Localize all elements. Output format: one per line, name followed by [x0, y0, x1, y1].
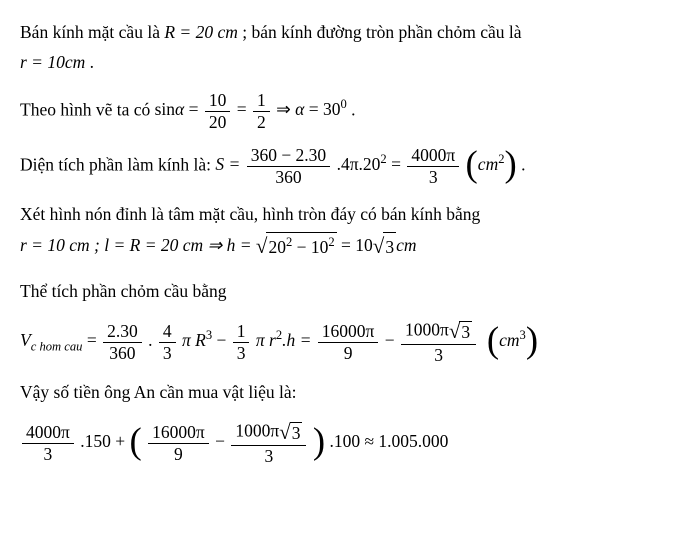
- paragraph-2: Theo hình vẽ ta có sinα = 10 20 = 1 2 ⇒ …: [20, 90, 657, 133]
- math-R: R = 20 cm: [164, 22, 238, 42]
- text: Vậy số tiền ông An cần mua vật liệu là:: [20, 382, 297, 402]
- math-S: S = 360 − 2.30 360 .4π.202 = 4000π 3 (cm…: [215, 154, 521, 174]
- fraction: 2.30 360: [103, 321, 142, 364]
- sqrt: √3: [373, 229, 396, 265]
- paragraph-5: Thể tích phần chỏm cầu bằng: [20, 277, 657, 307]
- paragraph-3: Diện tích phần làm kính là: S = 360 − 2.…: [20, 145, 657, 188]
- fraction: 1 2: [253, 90, 270, 133]
- fraction: 16000π 9: [148, 422, 209, 465]
- fraction: 1 3: [233, 321, 250, 364]
- fraction: 4000π 3: [22, 422, 74, 465]
- math-sin: sinα = 10 20 = 1 2 ⇒ α = 300: [155, 99, 352, 119]
- text: Xét hình nón đỉnh là tâm mặt cầu, hình t…: [20, 204, 480, 224]
- math-r: r = 10cm: [20, 52, 85, 72]
- fraction: 10 20: [205, 90, 231, 133]
- fraction: 1000π√3 3: [401, 319, 476, 366]
- text: Theo hình vẽ ta có: [20, 99, 155, 119]
- paragraph-6: Vc hom cau = 2.30 360 . 4 3 π R3 − 1 3 π…: [20, 319, 657, 366]
- paragraph-7: Vậy số tiền ông An cần mua vật liệu là:: [20, 378, 657, 408]
- fraction: 16000π 9: [318, 321, 379, 364]
- text: .: [521, 154, 525, 174]
- fraction: 4 3: [159, 321, 176, 364]
- math-V: Vc hom cau = 2.30 360 . 4 3 π R3 − 1 3 π…: [20, 330, 538, 350]
- paragraph-4: Xét hình nón đỉnh là tâm mặt cầu, hình t…: [20, 200, 657, 265]
- text: ; bán kính đường tròn phần chỏm cầu là: [242, 22, 521, 42]
- text: Thể tích phần chỏm cầu bằng: [20, 281, 227, 301]
- text: Diện tích phần làm kính là:: [20, 154, 215, 174]
- text: .: [90, 52, 94, 72]
- text: .: [351, 99, 355, 119]
- fraction: 1000π√3 3: [231, 420, 306, 467]
- paragraph-8: 4000π 3 .150 + ( 16000π 9 − 1000π√3 3 ) …: [20, 420, 657, 467]
- paragraph-1: Bán kính mặt cầu là R = 20 cm ; bán kính…: [20, 18, 657, 78]
- math-h: r = 10 cm ; l = R = 20 cm ⇒ h = √202 − 1…: [20, 235, 416, 255]
- fraction: 360 − 2.30 360: [247, 145, 331, 188]
- fraction: 4000π 3: [407, 145, 459, 188]
- text: Bán kính mặt cầu là: [20, 22, 164, 42]
- math-cost: 4000π 3 .150 + ( 16000π 9 − 1000π√3 3 ) …: [20, 431, 448, 451]
- sqrt: √202 − 102: [256, 229, 337, 265]
